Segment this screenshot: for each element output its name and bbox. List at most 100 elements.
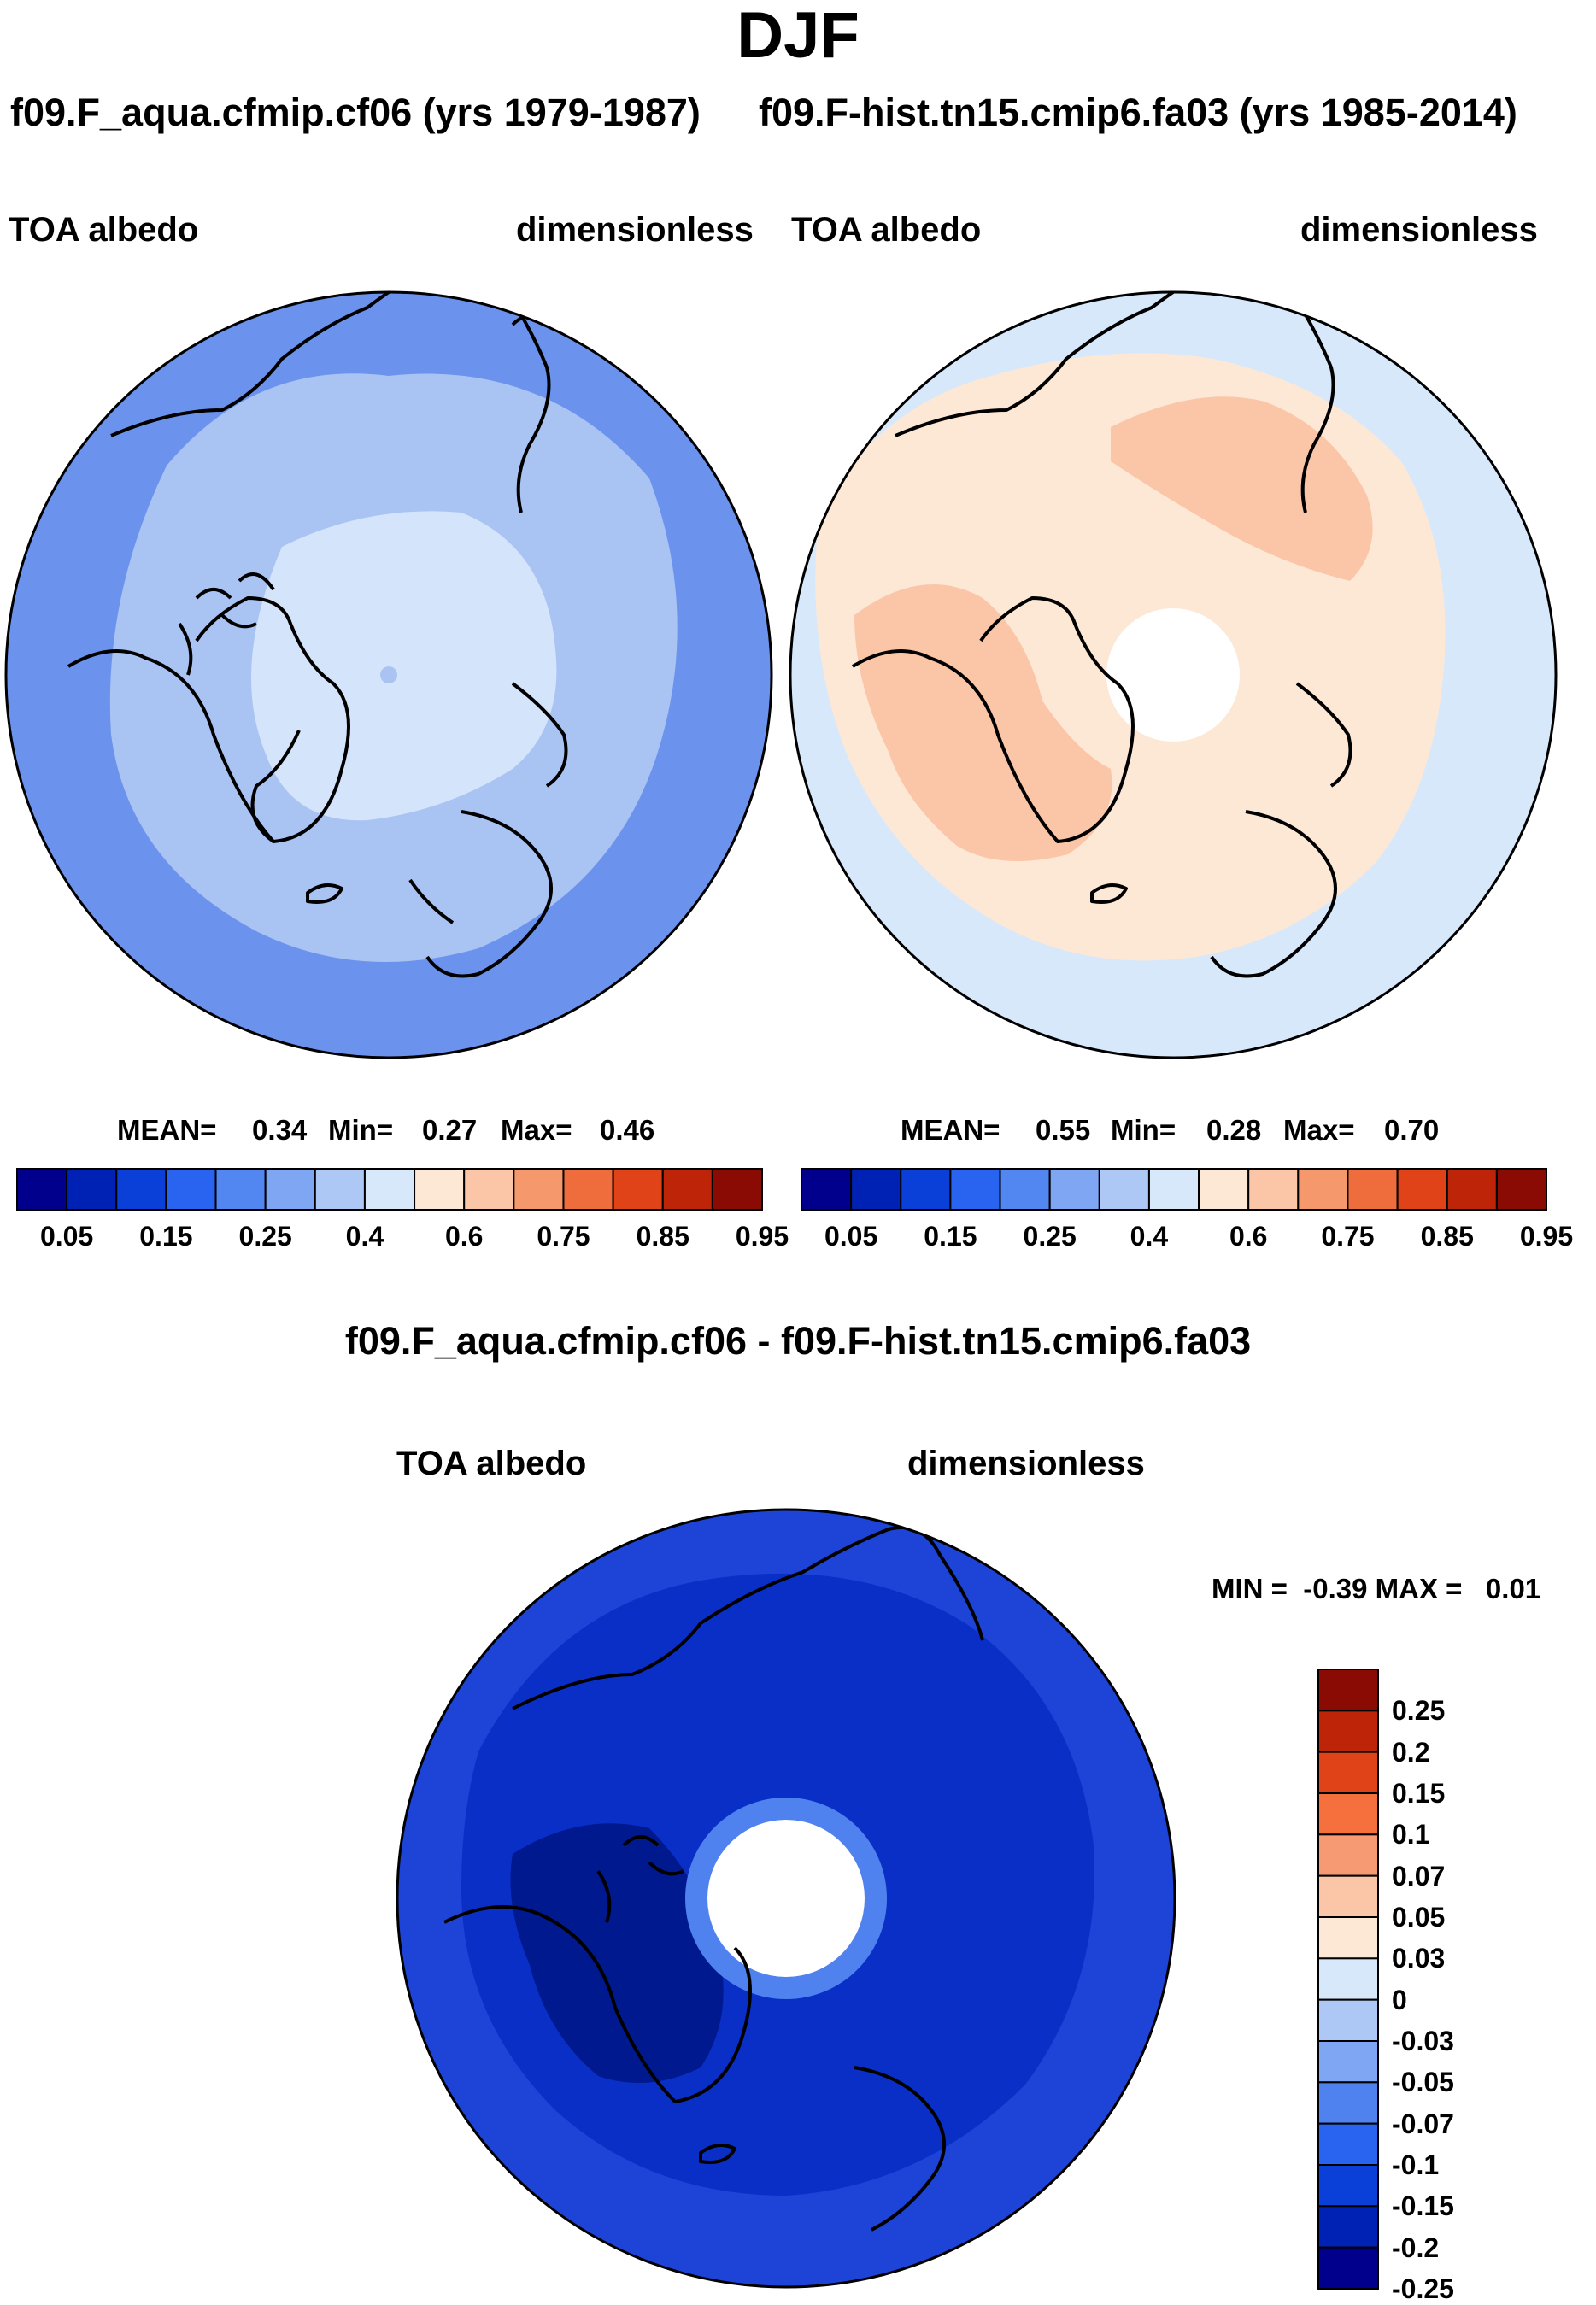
- right-field-land-east: [1111, 396, 1373, 581]
- colorbar-swatch: [1317, 1669, 1379, 1712]
- diff-coastlines: [443, 1526, 984, 2232]
- right-max-label: Max=: [1283, 1114, 1355, 1146]
- right-coastlines: [851, 292, 1352, 978]
- left-coastlines: [67, 292, 568, 978]
- colorbar-tick-label: 0.15: [139, 1221, 193, 1252]
- left-colorbar: [16, 1168, 763, 1211]
- colorbar-swatch: [463, 1168, 515, 1211]
- colorbar-tick-label: 0: [1392, 1984, 1407, 2015]
- colorbar-tick-label: 0.75: [1321, 1221, 1375, 1252]
- colorbar-tick-label: -0.15: [1392, 2191, 1454, 2222]
- left-variable-label: TOA albedo: [9, 211, 199, 249]
- colorbar-swatch: [1317, 2081, 1379, 2125]
- left-field-inner: [251, 511, 557, 821]
- diff-minmax: MIN = -0.39 MAX = 0.01: [1212, 1573, 1541, 1604]
- colorbar-swatch: [165, 1168, 217, 1211]
- colorbar-swatch: [661, 1168, 713, 1211]
- left-map-border: [4, 290, 773, 1059]
- colorbar-tick-label: 0.25: [238, 1221, 292, 1252]
- left-polar-map: [6, 292, 772, 1058]
- colorbar-tick-label: 0.85: [1420, 1221, 1474, 1252]
- diff-panel-header: f09.F_aqua.cfmip.cf06 - f09.F-hist.tn15.…: [344, 1319, 1252, 1363]
- diff-colorbar: [1317, 1669, 1379, 2290]
- diff-field-land: [510, 1823, 724, 2083]
- colorbar-swatch: [1147, 1168, 1200, 1211]
- colorbar-swatch: [115, 1168, 167, 1211]
- colorbar-swatch: [850, 1168, 902, 1211]
- colorbar-swatch: [66, 1168, 118, 1211]
- colorbar-swatch: [1317, 2040, 1379, 2084]
- right-colorbar: [801, 1168, 1548, 1211]
- left-mean-label: MEAN=: [117, 1114, 217, 1146]
- left-max-value: 0.46: [600, 1114, 655, 1146]
- colorbar-swatch: [1317, 1916, 1379, 1960]
- colorbar-tick-label: -0.07: [1392, 2108, 1454, 2139]
- colorbar-swatch: [264, 1168, 316, 1211]
- colorbar-tick-label: 0.05: [824, 1221, 878, 1252]
- colorbar-tick-label: 0.85: [636, 1221, 689, 1252]
- colorbar-swatch: [16, 1168, 68, 1211]
- colorbar-tick-label: -0.2: [1392, 2232, 1440, 2263]
- figure-title: DJF: [736, 0, 860, 72]
- left-panel-header: f09.F_aqua.cfmip.cf06 (yrs 1979-1987): [10, 91, 701, 134]
- right-mean-label: MEAN=: [901, 1114, 1000, 1146]
- colorbar-swatch: [801, 1168, 853, 1211]
- diff-variable-label: TOA albedo: [396, 1445, 587, 1482]
- right-field-pole: [1106, 608, 1240, 742]
- colorbar-tick-label: -0.25: [1392, 2273, 1454, 2304]
- colorbar-swatch: [900, 1168, 952, 1211]
- right-max-value: 0.70: [1384, 1114, 1440, 1146]
- colorbar-swatch: [1317, 1792, 1379, 1836]
- colorbar-swatch: [1317, 1833, 1379, 1877]
- colorbar-swatch: [1198, 1168, 1250, 1211]
- colorbar-tick-label: 0.75: [537, 1221, 590, 1252]
- colorbar-swatch: [214, 1168, 267, 1211]
- colorbar-swatch: [1396, 1168, 1448, 1211]
- diff-map-border: [396, 1508, 1176, 2289]
- colorbar-swatch: [949, 1168, 1001, 1211]
- colorbar-tick-label: 0.25: [1023, 1221, 1077, 1252]
- right-mean-value: 0.55: [1036, 1114, 1091, 1146]
- diff-polar-map: [397, 1510, 1175, 2287]
- colorbar-swatch: [314, 1168, 366, 1211]
- colorbar-tick-label: -0.03: [1392, 2026, 1454, 2056]
- colorbar-swatch: [1048, 1168, 1100, 1211]
- left-mean-value: 0.34: [252, 1114, 308, 1146]
- left-units-label: dimensionless: [516, 211, 754, 249]
- left-max-label: Max=: [501, 1114, 572, 1146]
- colorbar-tick-label: 0.25: [1392, 1695, 1446, 1727]
- colorbar-swatch: [1098, 1168, 1150, 1211]
- colorbar-swatch: [1317, 2205, 1379, 2249]
- diff-field-pole: [707, 1820, 865, 1977]
- colorbar-tick-label: 0.05: [1392, 1902, 1446, 1933]
- colorbar-tick-label: 0.03: [1392, 1943, 1446, 1974]
- colorbar-tick-label: 0.1: [1392, 1819, 1430, 1850]
- colorbar-swatch: [562, 1168, 614, 1211]
- right-variable-label: TOA albedo: [791, 211, 982, 249]
- colorbar-swatch: [1347, 1168, 1399, 1211]
- colorbar-swatch: [1317, 2246, 1379, 2290]
- colorbar-swatch: [1446, 1168, 1498, 1211]
- colorbar-tick-label: 0.15: [1392, 1778, 1446, 1809]
- colorbar-tick-label: 0.05: [39, 1221, 94, 1252]
- colorbar-tick-label: 0.2: [1392, 1736, 1430, 1768]
- colorbar-swatch: [1317, 1957, 1379, 2001]
- colorbar-tick-label: -0.05: [1392, 2067, 1454, 2098]
- colorbar-swatch: [363, 1168, 416, 1211]
- colorbar-tick-label: 0.07: [1392, 1860, 1446, 1892]
- colorbar-swatch: [1317, 1998, 1379, 2043]
- colorbar-tick-label: 0.95: [1519, 1221, 1574, 1252]
- colorbar-tick-label: -0.1: [1392, 2150, 1440, 2180]
- colorbar-tick-label: 0.6: [1229, 1221, 1268, 1252]
- colorbar-tick-label: 0.6: [444, 1221, 484, 1252]
- colorbar-swatch: [999, 1168, 1051, 1211]
- left-min-label: Min=: [328, 1114, 394, 1146]
- colorbar-swatch: [612, 1168, 664, 1211]
- colorbar-swatch: [1317, 1751, 1379, 1795]
- left-field-pole: [380, 666, 397, 683]
- colorbar-swatch: [711, 1168, 763, 1211]
- right-min-label: Min=: [1111, 1114, 1176, 1146]
- colorbar-tick-label: 0.15: [924, 1221, 977, 1252]
- colorbar-tick-label: 0.4: [1130, 1221, 1169, 1252]
